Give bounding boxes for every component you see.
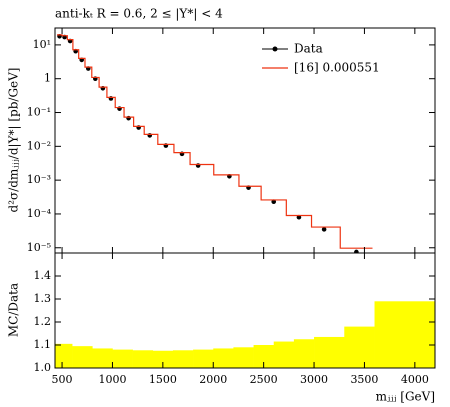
y-tick-label: 10¹ [33, 38, 51, 51]
y-tick-label: 1.2 [34, 315, 52, 328]
x-tick-label: 1000 [98, 373, 126, 386]
y-tick-label: 10⁻³ [27, 173, 51, 186]
panel-frame [54, 252, 436, 369]
y-tick-label: 1 [44, 72, 51, 85]
legend-marker [272, 46, 278, 52]
ratio-band [344, 326, 375, 368]
data-point [321, 227, 327, 232]
y-tick-label: 10⁻⁵ [27, 241, 51, 254]
ratio-band [55, 343, 73, 368]
ratio-band [314, 336, 345, 368]
x-tick-label: 2000 [199, 373, 227, 386]
ratio-band [193, 349, 214, 368]
ratio-band [172, 350, 194, 368]
ratio-band [273, 341, 295, 368]
data-point [271, 199, 277, 205]
chart-title: anti-kₜ R = 0.6, 2 ≤ |Y*| < 4 [55, 7, 223, 21]
y-tick-label: 10⁻² [27, 139, 51, 152]
plot-area [55, 301, 435, 368]
plot-area [57, 33, 373, 253]
ratio-band [293, 339, 315, 368]
mc-line [57, 34, 373, 249]
x-tick-label: 1500 [149, 373, 177, 386]
y-tick-label: 10⁻⁴ [27, 207, 52, 220]
ratio-band [213, 348, 234, 368]
y-tick-label: 10⁻¹ [27, 106, 51, 119]
ratio-band [72, 346, 93, 368]
ratio-axis-label: MC/Data [7, 283, 21, 337]
x-tick-label: 4000 [401, 373, 429, 386]
legend-label: Data [294, 42, 323, 56]
ratio-band [152, 350, 174, 368]
ratio-band [374, 301, 435, 368]
ratio-band [112, 349, 133, 368]
legend-label: [16] 0.000551 [294, 61, 380, 75]
y-tick-label: 1.3 [34, 292, 52, 305]
ratio-band [92, 348, 113, 368]
x-tick-label: 2500 [250, 373, 278, 386]
x-axis-label: mⱼⱼⱼ [GeV] [376, 390, 435, 404]
x-tick-label: 3500 [350, 373, 378, 386]
y-axis-label: d²σ/dmⱼⱼⱼ/d|Y*| [pb/GeV] [7, 68, 21, 213]
ratio-band [233, 347, 254, 368]
x-tick-label: 500 [52, 373, 73, 386]
ratio-band [132, 350, 154, 368]
y-tick-label: 1.1 [34, 338, 52, 351]
data-point [354, 249, 359, 253]
ratio-band [253, 345, 275, 368]
y-tick-label: 1.0 [34, 361, 52, 374]
y-tick-label: 1.4 [34, 269, 52, 282]
x-tick-label: 3000 [300, 373, 328, 386]
